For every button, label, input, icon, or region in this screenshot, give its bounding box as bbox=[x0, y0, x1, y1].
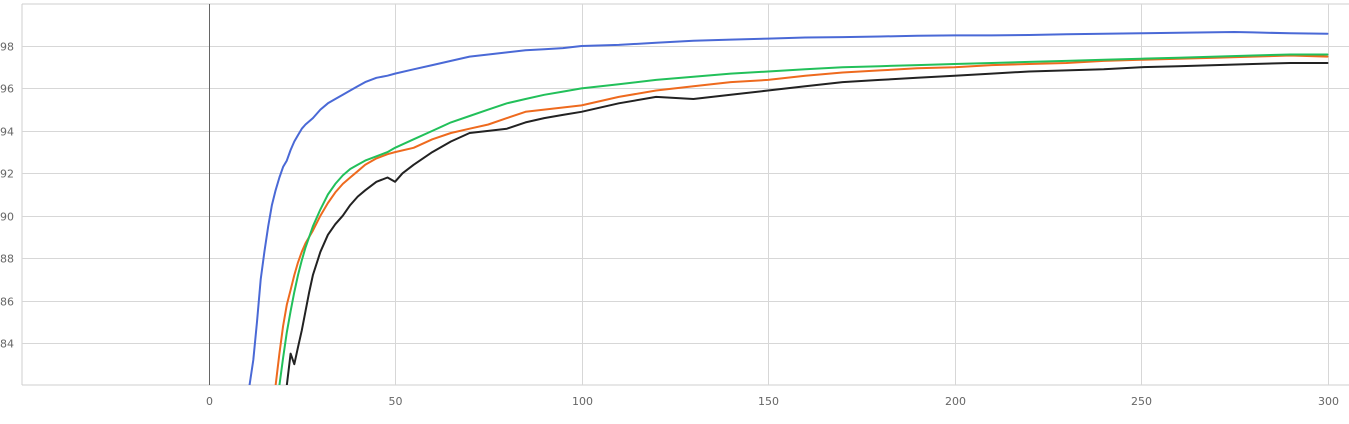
x-tick-label-100: 100 bbox=[572, 395, 593, 408]
grid bbox=[21, 3, 1349, 386]
series-line-2 bbox=[274, 54, 1329, 385]
x-tick-label-0: 0 bbox=[206, 395, 213, 408]
tick-labels: 84 86 88 90 92 94 96 98 0 50 100 150 200 250 300 bbox=[0, 41, 1339, 409]
x-tick-label-250: 250 bbox=[1131, 395, 1152, 408]
y-tick-label-92: 92 bbox=[0, 168, 14, 181]
series-line-4 bbox=[285, 62, 1329, 385]
y-tick-label-96: 96 bbox=[0, 83, 14, 96]
series-group bbox=[248, 31, 1329, 385]
y-tick-label-84: 84 bbox=[0, 338, 14, 351]
series-line-3 bbox=[278, 53, 1329, 385]
y-tick-label-98: 98 bbox=[0, 41, 14, 54]
y-tick-label-88: 88 bbox=[0, 253, 14, 266]
x-tick-label-300: 300 bbox=[1318, 395, 1339, 408]
y-tick-label-90: 90 bbox=[0, 211, 14, 224]
series-line-1 bbox=[248, 31, 1329, 385]
y-tick-label-94: 94 bbox=[0, 126, 14, 139]
x-tick-label-200: 200 bbox=[945, 395, 966, 408]
y-tick-label-86: 86 bbox=[0, 296, 14, 309]
x-tick-label-150: 150 bbox=[758, 395, 779, 408]
x-tick-label-50: 50 bbox=[389, 395, 403, 408]
